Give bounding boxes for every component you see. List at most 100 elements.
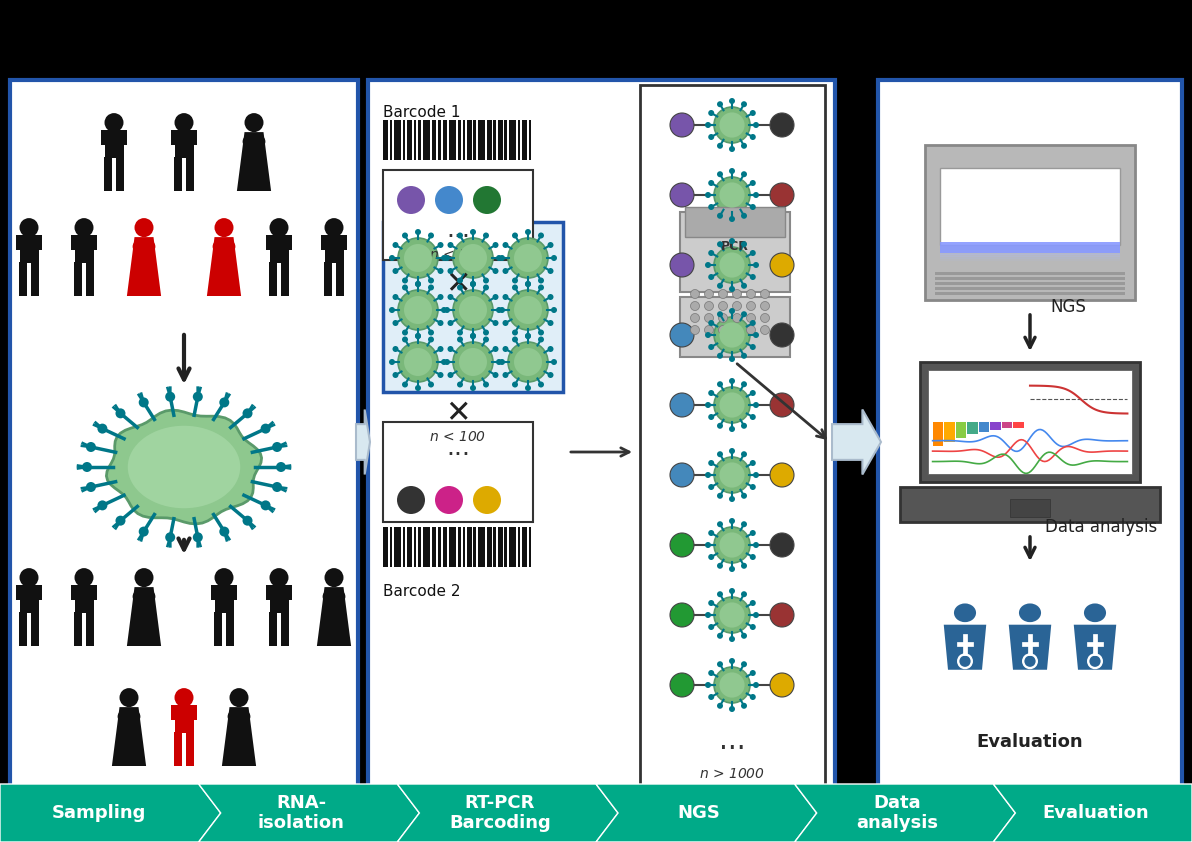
Circle shape bbox=[708, 530, 714, 536]
Bar bbox=[432, 120, 436, 160]
Circle shape bbox=[513, 337, 519, 343]
Polygon shape bbox=[1008, 625, 1051, 669]
Circle shape bbox=[470, 333, 476, 339]
Circle shape bbox=[324, 218, 343, 237]
Circle shape bbox=[730, 496, 735, 502]
Bar bbox=[504, 527, 507, 567]
Circle shape bbox=[402, 329, 408, 335]
Polygon shape bbox=[832, 409, 881, 475]
Circle shape bbox=[402, 337, 408, 343]
Circle shape bbox=[760, 301, 770, 311]
Circle shape bbox=[741, 661, 747, 667]
Circle shape bbox=[770, 253, 794, 277]
Circle shape bbox=[470, 281, 476, 287]
Circle shape bbox=[753, 472, 759, 478]
Circle shape bbox=[524, 333, 530, 339]
Bar bbox=[493, 527, 496, 567]
Circle shape bbox=[714, 387, 750, 423]
Circle shape bbox=[690, 290, 700, 299]
Circle shape bbox=[670, 603, 694, 627]
Circle shape bbox=[437, 320, 443, 326]
Bar bbox=[70, 585, 98, 600]
Circle shape bbox=[483, 329, 489, 335]
Circle shape bbox=[74, 218, 93, 237]
Circle shape bbox=[753, 332, 759, 338]
Circle shape bbox=[720, 602, 745, 627]
Bar bbox=[932, 422, 943, 446]
Circle shape bbox=[753, 542, 759, 548]
Circle shape bbox=[547, 346, 553, 352]
Bar bbox=[174, 157, 182, 191]
Circle shape bbox=[513, 232, 519, 238]
Circle shape bbox=[496, 307, 502, 313]
Circle shape bbox=[496, 255, 502, 261]
Circle shape bbox=[242, 515, 253, 525]
Circle shape bbox=[708, 694, 714, 700]
Circle shape bbox=[492, 242, 498, 248]
Circle shape bbox=[750, 110, 756, 116]
Circle shape bbox=[272, 482, 283, 492]
Circle shape bbox=[704, 402, 710, 408]
Bar bbox=[418, 527, 421, 567]
Circle shape bbox=[714, 597, 750, 633]
Polygon shape bbox=[0, 784, 221, 842]
Circle shape bbox=[496, 359, 502, 365]
Circle shape bbox=[730, 356, 735, 362]
Circle shape bbox=[770, 183, 794, 207]
Text: ✕: ✕ bbox=[446, 399, 471, 429]
Circle shape bbox=[730, 286, 735, 292]
Ellipse shape bbox=[323, 588, 346, 605]
Circle shape bbox=[730, 308, 735, 314]
Bar bbox=[403, 527, 405, 567]
Circle shape bbox=[741, 143, 747, 149]
Circle shape bbox=[86, 442, 95, 452]
Polygon shape bbox=[317, 587, 352, 646]
Bar bbox=[467, 527, 472, 567]
Bar bbox=[935, 277, 1125, 280]
Circle shape bbox=[443, 359, 451, 365]
Circle shape bbox=[470, 333, 476, 339]
Circle shape bbox=[714, 527, 750, 563]
Ellipse shape bbox=[118, 708, 141, 725]
Text: $n$ > 1000: $n$ > 1000 bbox=[699, 767, 765, 781]
Circle shape bbox=[19, 218, 38, 237]
Bar bbox=[393, 120, 401, 160]
Circle shape bbox=[547, 320, 553, 326]
Text: Evaluation: Evaluation bbox=[976, 733, 1084, 751]
Text: ···: ··· bbox=[446, 443, 470, 467]
Circle shape bbox=[750, 624, 756, 630]
Circle shape bbox=[741, 591, 747, 597]
Circle shape bbox=[524, 333, 530, 339]
Circle shape bbox=[760, 326, 770, 334]
Circle shape bbox=[503, 320, 509, 326]
Circle shape bbox=[708, 110, 714, 116]
Bar bbox=[679, 212, 790, 292]
Circle shape bbox=[98, 500, 107, 510]
Circle shape bbox=[753, 682, 759, 688]
Circle shape bbox=[770, 323, 794, 347]
Circle shape bbox=[538, 285, 544, 290]
Circle shape bbox=[741, 633, 747, 639]
Circle shape bbox=[437, 346, 443, 352]
Bar bbox=[86, 612, 94, 646]
Circle shape bbox=[219, 526, 229, 536]
Circle shape bbox=[730, 146, 735, 152]
Bar bbox=[432, 527, 436, 567]
Bar bbox=[390, 120, 392, 160]
Polygon shape bbox=[596, 784, 817, 842]
Bar bbox=[15, 235, 42, 250]
Bar bbox=[213, 612, 222, 646]
Circle shape bbox=[730, 448, 735, 454]
Circle shape bbox=[741, 493, 747, 498]
Circle shape bbox=[690, 301, 700, 311]
Circle shape bbox=[718, 143, 724, 149]
Circle shape bbox=[670, 673, 694, 697]
Text: Barcode 2: Barcode 2 bbox=[383, 584, 460, 599]
Circle shape bbox=[708, 344, 714, 350]
Circle shape bbox=[174, 688, 193, 707]
Circle shape bbox=[138, 397, 149, 408]
Circle shape bbox=[508, 290, 548, 330]
Bar bbox=[186, 157, 194, 191]
Circle shape bbox=[708, 320, 714, 326]
Circle shape bbox=[82, 462, 92, 472]
